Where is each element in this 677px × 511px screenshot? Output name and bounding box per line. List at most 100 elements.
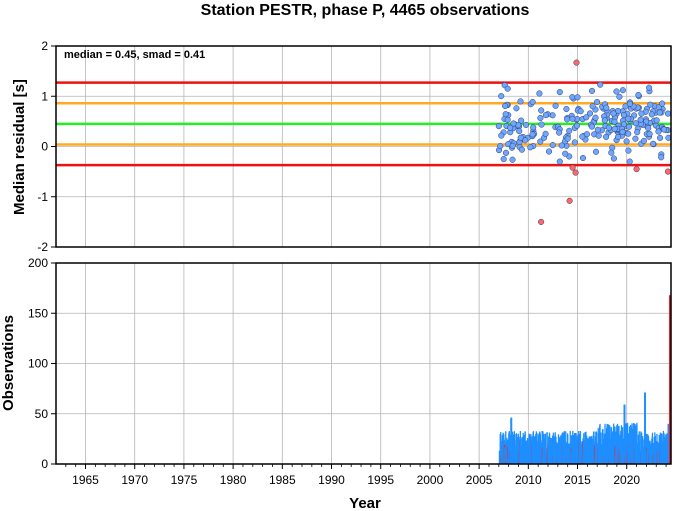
stats-annotation: median = 0.45, smad = 0.41 <box>64 49 205 61</box>
residual-point <box>579 133 586 140</box>
outlier-point <box>633 166 640 173</box>
residual-point <box>573 122 581 129</box>
residual-point <box>529 131 536 138</box>
residual-point <box>517 98 524 105</box>
y-tick-label: -2 <box>37 240 48 254</box>
residual-point <box>504 85 511 92</box>
residual-point <box>507 124 514 131</box>
outlier-point <box>573 59 580 66</box>
residual-point <box>538 107 545 114</box>
observation-bar <box>523 435 525 464</box>
residual-point <box>497 142 504 150</box>
residual-point <box>516 128 523 135</box>
residual-point <box>552 102 559 109</box>
residual-points <box>495 59 672 225</box>
residual-point <box>659 100 666 107</box>
outlier-point <box>572 169 579 176</box>
residual-point <box>530 124 537 131</box>
residual-y-label: Median residual [s] <box>11 79 28 215</box>
residual-point <box>645 125 652 132</box>
observation-bar <box>584 432 586 464</box>
observation-bar <box>545 450 547 464</box>
residual-point <box>502 149 510 156</box>
x-tick-label: 2000 <box>417 473 444 487</box>
observation-bar <box>562 432 564 464</box>
observation-bar <box>667 423 669 464</box>
observation-bar <box>644 392 646 464</box>
residual-point <box>640 137 647 144</box>
residual-point <box>638 110 645 117</box>
residual-point <box>625 147 632 154</box>
outlier-bar <box>669 295 671 464</box>
residual-point <box>658 154 665 161</box>
observations-y-label: Observations <box>0 315 17 411</box>
y-tick-label: 1 <box>41 89 48 103</box>
y-tick-label: -1 <box>37 190 48 204</box>
residual-point <box>664 110 672 117</box>
residual-point <box>518 146 525 153</box>
x-tick-label: 2015 <box>564 473 591 487</box>
residual-point <box>615 133 622 140</box>
x-tick-label: 1970 <box>121 473 148 487</box>
observation-bar <box>542 431 544 464</box>
residual-point <box>527 144 534 151</box>
residual-point <box>611 125 618 132</box>
residual-point <box>571 139 578 146</box>
residual-point <box>536 90 543 97</box>
residual-point <box>647 101 654 108</box>
residual-point <box>646 84 653 91</box>
residual-point <box>556 129 563 136</box>
residual-point <box>502 111 509 118</box>
residual-point <box>657 134 664 141</box>
y-tick-label: 200 <box>28 256 48 270</box>
residual-point <box>597 81 604 88</box>
residual-point <box>583 114 590 121</box>
residual-point <box>564 135 571 142</box>
y-tick-label: 100 <box>28 357 48 371</box>
residual-point <box>577 108 584 115</box>
residual-point <box>605 124 612 131</box>
residual-point <box>632 135 639 142</box>
x-tick-label: 1985 <box>269 473 296 487</box>
residual-point <box>545 148 553 155</box>
residual-point <box>588 123 595 130</box>
residual-point <box>569 94 576 101</box>
observation-bar <box>585 431 587 464</box>
residual-point <box>637 116 644 123</box>
residual-point <box>522 137 529 144</box>
residual-point <box>509 156 516 163</box>
residual-point <box>564 116 571 123</box>
outlier-point <box>538 218 545 225</box>
observations-panel: 0 50 100 150 200 1965 1970 1975 1980 1985 1990 199… <box>0 256 672 511</box>
residual-point <box>502 102 509 110</box>
residual-point <box>589 103 596 110</box>
x-tick-label: 1965 <box>72 473 99 487</box>
residual-y-ticks: -2 -1 0 1 2 <box>37 39 56 254</box>
x-axis-label: Year <box>349 495 381 511</box>
observation-bar <box>529 435 531 464</box>
residual-point <box>626 100 633 107</box>
residual-point <box>522 121 530 128</box>
residual-point <box>625 123 633 130</box>
x-tick-label: 2005 <box>466 473 493 487</box>
residual-point <box>656 109 663 116</box>
residual-point <box>509 142 516 149</box>
x-tick-label: 1980 <box>220 473 247 487</box>
residual-point <box>619 128 626 135</box>
year-x-ticks: 1965 1970 1975 1980 1985 1990 1995 2000 2005 2010… <box>65 464 667 487</box>
residual-point <box>574 94 581 101</box>
residual-point <box>529 98 536 106</box>
residual-point <box>542 112 549 119</box>
outlier-point <box>569 164 576 171</box>
residual-point <box>500 156 507 163</box>
residual-point <box>619 87 626 94</box>
y-tick-label: 50 <box>35 407 49 421</box>
residual-point <box>517 134 524 141</box>
x-tick-label: 1995 <box>367 473 394 487</box>
x-tick-label: 2010 <box>515 473 542 487</box>
x-tick-label: 1975 <box>171 473 198 487</box>
residual-point <box>495 123 502 130</box>
residual-point <box>537 114 544 122</box>
residual-point <box>648 111 655 118</box>
